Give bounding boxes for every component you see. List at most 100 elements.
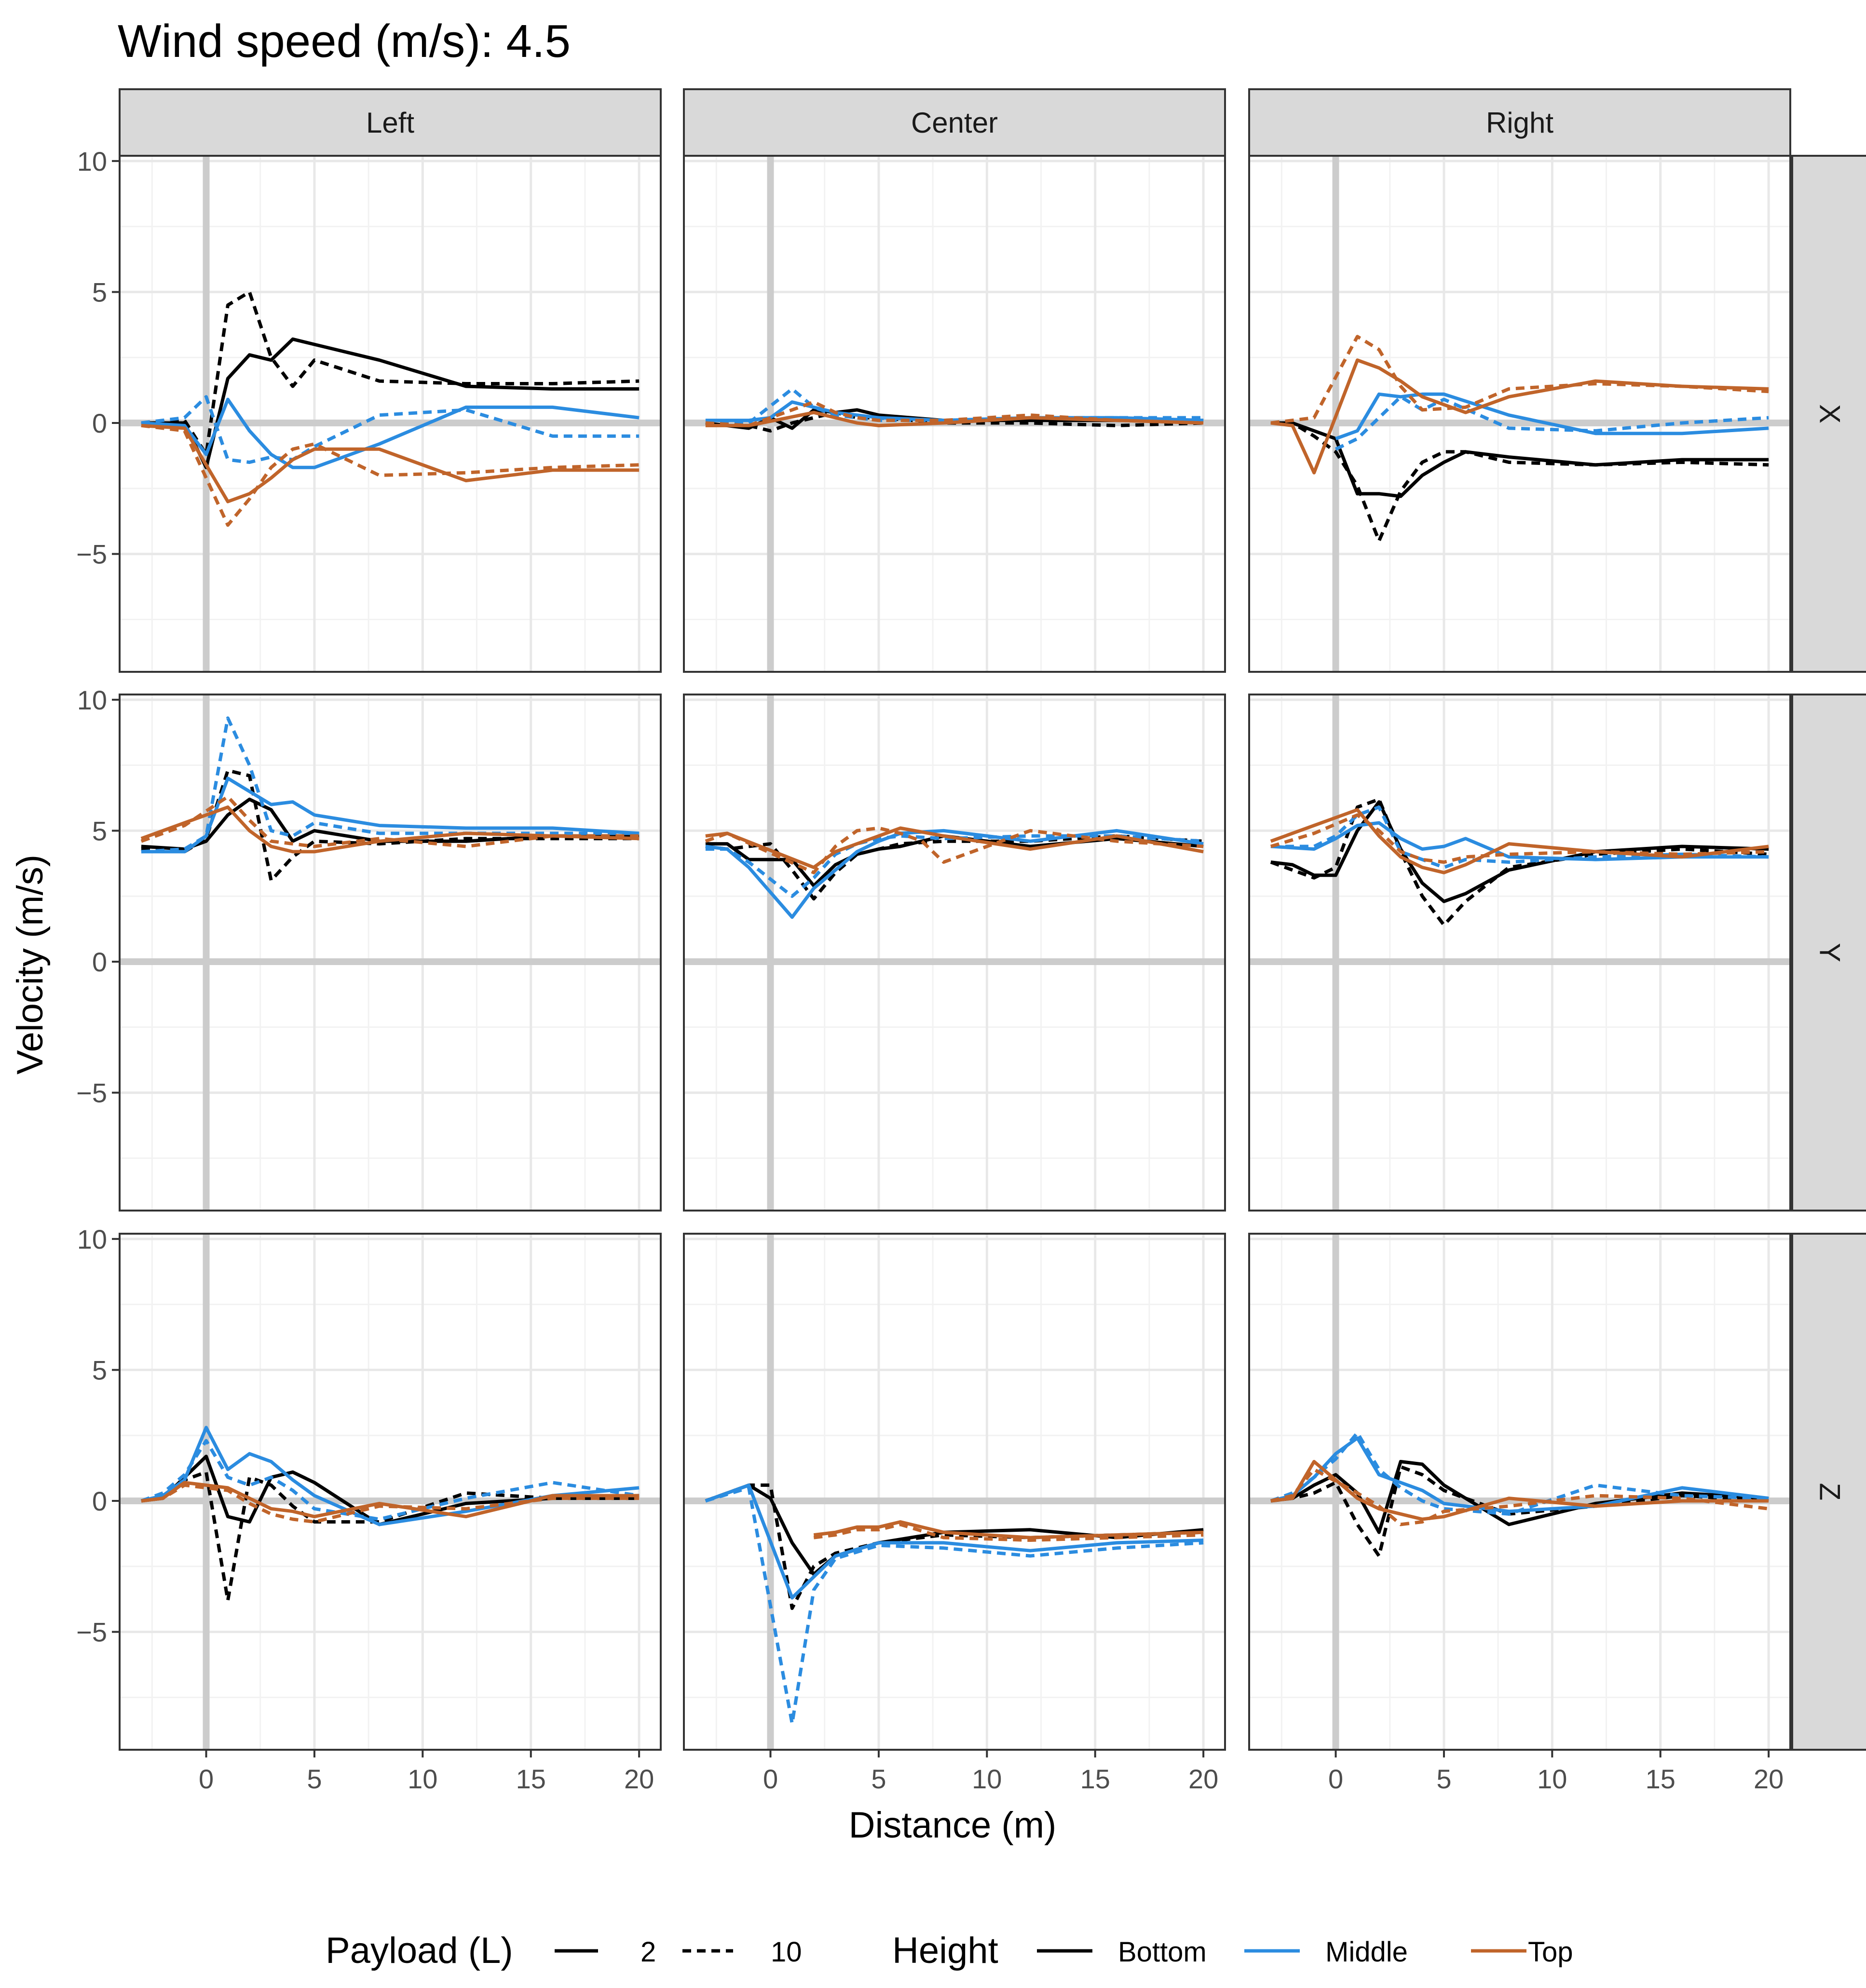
legend-title-height: Height [892, 1930, 998, 1971]
series-line-middle-payload-10 [140, 1439, 640, 1521]
strip-label-right: Right [1486, 107, 1553, 139]
panel-background [1249, 694, 1790, 1211]
series-line-top-payload-2 [1270, 808, 1769, 874]
y-tick-label: −5 [76, 539, 107, 570]
y-tick-label: 10 [77, 146, 107, 177]
series-line-middle-payload-2 [705, 829, 1204, 919]
panel-x-right [1248, 155, 1791, 673]
x-tick-label: 0 [1328, 1764, 1343, 1794]
series-line-middle-payload-10 [705, 1486, 1204, 1726]
y-tick-label: 5 [92, 816, 107, 846]
series-line-top-payload-2 [141, 423, 640, 504]
panel-border [683, 1233, 1226, 1751]
panel-background [684, 1234, 1225, 1750]
series-line-top-payload-10 [705, 400, 1204, 427]
x-tick-label: 15 [1646, 1764, 1675, 1794]
series-line-top-payload-2 [705, 410, 1204, 427]
panel-x-left [119, 155, 662, 673]
legend-label-middle: Middle [1325, 1936, 1408, 1968]
series-line-top-payload-10 [141, 423, 640, 527]
series-line-top-payload-10 [1270, 1468, 1769, 1526]
series-line-middle-payload-10 [1270, 805, 1769, 869]
series-line-bottom-payload-10 [705, 1483, 1204, 1610]
series-line-middle-payload-10 [705, 834, 1204, 898]
series-line-top-payload-2 [1270, 1460, 1769, 1521]
series-line-bottom-payload-10 [705, 410, 1204, 433]
series-line-top-payload-2 [813, 1520, 1204, 1539]
strip-x [1791, 155, 1866, 673]
panel-border [683, 694, 1226, 1212]
legend-title-payload: Payload (L) [326, 1930, 513, 1971]
series-line-top-payload-2 [705, 826, 1204, 869]
series-line-middle-payload-2 [1335, 392, 1769, 440]
panel-z-center [683, 1233, 1226, 1751]
series-line-top-payload-10 [140, 795, 640, 848]
strip-center [683, 88, 1226, 157]
series-line-middle-payload-2 [1270, 821, 1769, 861]
series-line-top-payload-2 [141, 1481, 640, 1519]
panel-background [1249, 156, 1790, 672]
x-tick-label: 10 [1537, 1764, 1567, 1794]
panel-background [684, 694, 1225, 1211]
series-line-middle-payload-10 [1335, 395, 1769, 451]
panel-border [683, 155, 1226, 673]
series-line-top-payload-10 [1270, 335, 1769, 425]
strip-label-y: Y [1814, 943, 1846, 962]
x-tick-label: 5 [871, 1764, 886, 1794]
series-line-bottom-payload-2 [1270, 1460, 1769, 1534]
y-tick-label: 5 [92, 277, 107, 307]
strip-right [1248, 88, 1791, 157]
panel-y-center [683, 694, 1226, 1212]
series-line-bottom-payload-10 [1270, 797, 1769, 927]
y-tick-label: 0 [92, 408, 107, 438]
panel-z-left [119, 1233, 662, 1751]
y-tick-label: 0 [92, 1486, 107, 1516]
panel-background [120, 156, 661, 672]
panel-border [1248, 1233, 1791, 1751]
chart-title: Wind speed (m/s): 4.5 [118, 15, 571, 67]
x-tick-label: 0 [763, 1764, 778, 1794]
y-tick-label: −5 [76, 1078, 107, 1108]
y-tick-label: −5 [76, 1617, 107, 1648]
x-tick-label: 20 [1754, 1764, 1784, 1794]
series-line-bottom-payload-10 [1270, 421, 1769, 543]
panel-background [684, 156, 1225, 672]
panel-z-right [1248, 1233, 1791, 1751]
y-axis-title: Velocity (m/s) [10, 855, 51, 1075]
legend-label-payload-2: 2 [640, 1936, 656, 1968]
panel-border [119, 694, 662, 1212]
x-tick-label: 5 [307, 1764, 322, 1794]
x-tick-label: 20 [1188, 1764, 1218, 1794]
x-tick-label: 15 [1080, 1764, 1110, 1794]
strip-z [1791, 1233, 1866, 1751]
panel-x-center [683, 155, 1226, 673]
legend-label-payload-10: 10 [771, 1936, 802, 1968]
x-tick-label: 20 [624, 1764, 654, 1794]
y-tick-label: 10 [77, 1224, 107, 1254]
panel-y-right [1248, 694, 1791, 1212]
x-tick-label: 10 [972, 1764, 1002, 1794]
panel-border [119, 155, 662, 673]
series-line-middle-payload-2 [141, 397, 640, 469]
series-line-top-payload-2 [140, 805, 640, 854]
strip-left [119, 88, 662, 157]
series-line-top-payload-2 [1270, 358, 1769, 475]
x-tick-label: 5 [1436, 1764, 1451, 1794]
panel-border [119, 1233, 662, 1751]
series-line-top-payload-10 [141, 1483, 640, 1524]
series-line-bottom-payload-10 [141, 769, 640, 883]
legend: Payload (L) 2 10 Height Bottom Middle To… [326, 1930, 1573, 1971]
legend-label-top: Top [1528, 1936, 1573, 1968]
x-tick-label: 0 [199, 1764, 214, 1794]
panel-y-left [119, 694, 662, 1212]
x-tick-label: 15 [516, 1764, 546, 1794]
x-tick-label: 10 [408, 1764, 437, 1794]
series-line-top-payload-10 [813, 1523, 1204, 1542]
strip-label-center: Center [911, 107, 998, 139]
panel-background [120, 694, 661, 1211]
strip-label-z: Z [1814, 1483, 1846, 1501]
panel-border [1248, 155, 1791, 673]
y-tick-label: 0 [92, 947, 107, 977]
panel-grid: Left Center Right X Y Z −5 0 5 10 −5 0 5 10 −5 0 5 10 0 5 10… [76, 88, 1866, 1794]
